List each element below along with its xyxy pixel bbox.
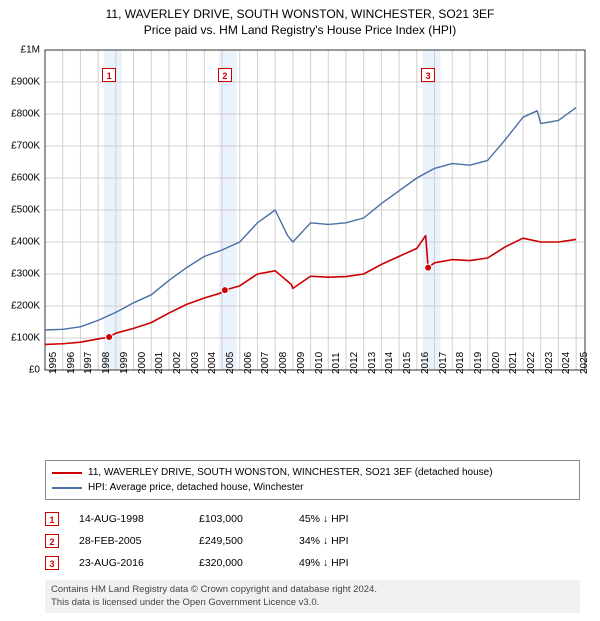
transaction-row: 1 14-AUG-1998£103,00045% ↓ HPI bbox=[45, 508, 580, 530]
x-tick-label: 1995 bbox=[48, 352, 59, 374]
legend-row: HPI: Average price, detached house, Winc… bbox=[52, 480, 573, 495]
x-tick-label: 2005 bbox=[225, 352, 236, 374]
x-tick-label: 2004 bbox=[207, 352, 218, 374]
x-tick-label: 1997 bbox=[83, 352, 94, 374]
x-tick-label: 2021 bbox=[508, 352, 519, 374]
footer-line2: This data is licensed under the Open Gov… bbox=[51, 597, 574, 609]
x-tick-label: 2003 bbox=[190, 352, 201, 374]
x-tick-label: 2009 bbox=[296, 352, 307, 374]
x-tick-label: 2016 bbox=[420, 352, 431, 374]
title-line2: Price paid vs. HM Land Registry's House … bbox=[10, 22, 590, 38]
transaction-marker-icon: 3 bbox=[45, 556, 59, 570]
x-tick-label: 2013 bbox=[367, 352, 378, 374]
transaction-marker-icon: 2 bbox=[45, 534, 59, 548]
x-tick-label: 2007 bbox=[260, 352, 271, 374]
x-tick-label: 2002 bbox=[172, 352, 183, 374]
x-tick-label: 2010 bbox=[314, 352, 325, 374]
x-tick-label: 2006 bbox=[243, 352, 254, 374]
transaction-price: £249,500 bbox=[199, 535, 299, 547]
legend-swatch bbox=[52, 487, 82, 489]
transaction-date: 14-AUG-1998 bbox=[79, 513, 199, 525]
chart-container: 11, WAVERLEY DRIVE, SOUTH WONSTON, WINCH… bbox=[0, 0, 600, 613]
transaction-row: 2 28-FEB-2005£249,50034% ↓ HPI bbox=[45, 530, 580, 552]
x-tick-label: 2012 bbox=[349, 352, 360, 374]
transaction-price: £320,000 bbox=[199, 557, 299, 569]
x-tick-label: 2001 bbox=[154, 352, 165, 374]
x-tick-label: 2008 bbox=[278, 352, 289, 374]
legend-row: 11, WAVERLEY DRIVE, SOUTH WONSTON, WINCH… bbox=[52, 465, 573, 480]
x-tick-label: 2000 bbox=[137, 352, 148, 374]
x-tick-label: 2022 bbox=[526, 352, 537, 374]
plot-svg bbox=[45, 50, 585, 370]
title-line1: 11, WAVERLEY DRIVE, SOUTH WONSTON, WINCH… bbox=[10, 6, 590, 22]
y-tick-label: £300K bbox=[0, 269, 40, 280]
plot-region: 1995199619971998199920002001200220032004… bbox=[45, 50, 585, 370]
y-tick-label: £600K bbox=[0, 173, 40, 184]
x-tick-label: 2011 bbox=[331, 353, 342, 375]
transaction-delta: 34% ↓ HPI bbox=[299, 535, 419, 547]
transaction-marker: 3 bbox=[421, 68, 435, 82]
legend-label: HPI: Average price, detached house, Winc… bbox=[88, 482, 304, 493]
attribution-footer: Contains HM Land Registry data © Crown c… bbox=[45, 580, 580, 613]
x-tick-label: 2025 bbox=[579, 352, 590, 374]
transactions-table: 1 14-AUG-1998£103,00045% ↓ HPI 2 28-FEB-200… bbox=[45, 508, 580, 574]
x-tick-label: 1998 bbox=[101, 352, 112, 374]
transaction-date: 23-AUG-2016 bbox=[79, 557, 199, 569]
x-tick-label: 2015 bbox=[402, 352, 413, 374]
y-tick-label: £400K bbox=[0, 237, 40, 248]
transaction-price: £103,000 bbox=[199, 513, 299, 525]
x-tick-label: 2023 bbox=[544, 352, 555, 374]
y-tick-label: £900K bbox=[0, 77, 40, 88]
transaction-delta: 45% ↓ HPI bbox=[299, 513, 419, 525]
transaction-row: 3 23-AUG-2016£320,00049% ↓ HPI bbox=[45, 552, 580, 574]
transaction-marker: 1 bbox=[102, 68, 116, 82]
transaction-date: 28-FEB-2005 bbox=[79, 535, 199, 547]
chart-area: 1995 1996 1997 1998 1999 2000 2001 2002 2003 2004… bbox=[0, 40, 600, 420]
y-tick-label: £200K bbox=[0, 301, 40, 312]
y-tick-label: £100K bbox=[0, 333, 40, 344]
x-tick-label: 2017 bbox=[438, 352, 449, 374]
legend-swatch bbox=[52, 472, 82, 474]
transaction-delta: 49% ↓ HPI bbox=[299, 557, 419, 569]
legend-label: 11, WAVERLEY DRIVE, SOUTH WONSTON, WINCH… bbox=[88, 467, 493, 478]
footer-line1: Contains HM Land Registry data © Crown c… bbox=[51, 584, 574, 596]
y-tick-label: £1M bbox=[0, 45, 40, 56]
y-tick-label: £800K bbox=[0, 109, 40, 120]
x-tick-label: 1999 bbox=[119, 352, 130, 374]
chart-title: 11, WAVERLEY DRIVE, SOUTH WONSTON, WINCH… bbox=[0, 0, 600, 40]
y-tick-label: £500K bbox=[0, 205, 40, 216]
x-tick-label: 1996 bbox=[66, 352, 77, 374]
legend: 11, WAVERLEY DRIVE, SOUTH WONSTON, WINCH… bbox=[45, 460, 580, 500]
y-tick-label: £0 bbox=[0, 365, 40, 376]
transaction-marker: 2 bbox=[218, 68, 232, 82]
x-tick-label: 2020 bbox=[491, 352, 502, 374]
x-tick-label: 2019 bbox=[473, 352, 484, 374]
transaction-marker-icon: 1 bbox=[45, 512, 59, 526]
y-tick-label: £700K bbox=[0, 141, 40, 152]
x-tick-label: 2018 bbox=[455, 352, 466, 374]
x-tick-label: 2014 bbox=[384, 352, 395, 374]
x-tick-label: 2024 bbox=[561, 352, 572, 374]
